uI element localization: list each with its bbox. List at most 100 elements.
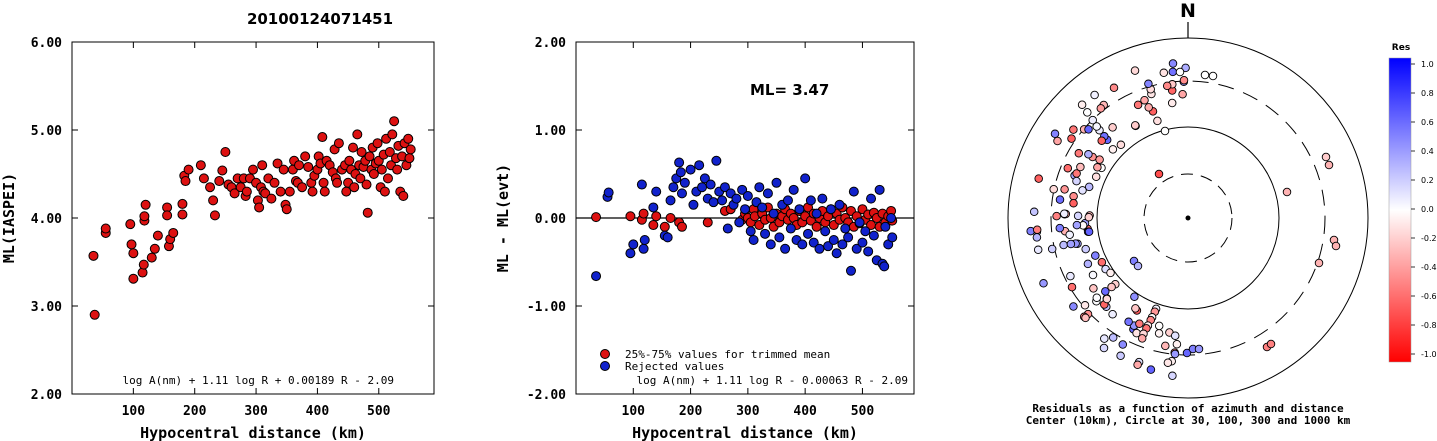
polar-station: [1106, 268, 1115, 278]
middle-point-blue: [845, 265, 856, 276]
middle-point-blue: [731, 193, 742, 204]
polar-station: [1101, 287, 1110, 296]
polar-station: [1108, 309, 1117, 319]
colorbar-tick-label: -0.4: [1421, 263, 1437, 272]
left-point-red: [387, 129, 398, 140]
polar-station: [1089, 284, 1098, 293]
middle-point-blue: [638, 243, 649, 254]
colorbar-tick-label: 0.8: [1421, 89, 1434, 98]
middle-point-red: [625, 211, 636, 222]
left-point-red: [319, 186, 330, 197]
left-panel: 2.00 3.00 4.00 5.00 6.00 100 200 300 400 500 log…: [0, 36, 435, 441]
middle-point-blue: [803, 228, 814, 239]
middle-panel: -2.00 -1.00 0.00 1.00 2.00 100 200 300 400 500 M…: [494, 36, 915, 441]
polar-station: [1109, 83, 1119, 93]
middle-point-blue: [625, 248, 636, 259]
polar-station: [1076, 162, 1085, 172]
middle-ytick-label: 0.00: [535, 212, 566, 227]
polar-station: [1107, 282, 1116, 292]
polar-station: [1093, 163, 1102, 172]
polar-station: [1168, 67, 1178, 77]
middle-point-blue: [742, 191, 753, 201]
polar-station: [1133, 100, 1143, 110]
colorbar-tick-label: -0.6: [1421, 292, 1437, 301]
polar-station: [1092, 122, 1101, 131]
middle-point-blue: [817, 193, 828, 204]
polar-station: [1052, 211, 1061, 221]
polar-station: [1073, 211, 1083, 221]
polar-station: [1097, 257, 1107, 267]
polar-station: [1084, 212, 1094, 222]
middle-point-blue: [857, 237, 868, 248]
polar-station: [1088, 270, 1098, 280]
left-xtick-label: 500: [367, 404, 391, 419]
middle-point-blue: [651, 186, 662, 197]
left-point-red: [257, 160, 268, 171]
middle-point-red: [811, 221, 822, 232]
polar-station: [1083, 259, 1093, 269]
left-point-red: [392, 164, 403, 175]
middle-point-blue: [880, 221, 891, 232]
middle-point-blue: [765, 239, 776, 250]
polar-station: [1078, 186, 1087, 195]
polar-station: [1029, 207, 1039, 217]
polar-station: [1067, 282, 1077, 292]
left-point-red: [177, 209, 188, 220]
ml-value: ML= 3.47: [750, 81, 829, 99]
middle-point-blue: [854, 217, 865, 228]
polar-station: [1175, 67, 1185, 77]
left-annotation: log A(nm) + 1.11 log R + 0.00189 R - 2.0…: [122, 374, 394, 387]
legend-blue-label: Rejected values: [625, 360, 724, 373]
middle-point-blue: [834, 199, 845, 210]
polar-station: [1154, 329, 1164, 338]
left-point-red: [333, 138, 344, 149]
middle-point-blue: [785, 223, 796, 234]
left-point-red: [384, 147, 395, 157]
polar-station: [1108, 123, 1117, 132]
middle-point-blue: [676, 188, 687, 199]
polar-station: [1050, 129, 1060, 139]
ring-1000km: [1007, 37, 1369, 399]
event-title: 20100124071451: [247, 10, 393, 28]
left-point-red: [307, 186, 318, 197]
legend-red-label: 25%-75% values for trimmed mean: [625, 348, 830, 361]
middle-xlabel: Hypocentral distance (km): [632, 424, 858, 441]
left-point-red: [361, 179, 372, 190]
left-point-red: [180, 176, 191, 187]
colorbar-tick-label: -1.0: [1421, 350, 1437, 359]
middle-xtick-label: 100: [622, 404, 646, 419]
polar-station: [1130, 66, 1140, 75]
polar-station: [1092, 293, 1102, 302]
polar-station: [1116, 140, 1126, 150]
polar-station: [1321, 152, 1331, 162]
middle-point-blue: [757, 202, 768, 213]
polar-station: [1049, 184, 1058, 194]
polar-station: [1168, 59, 1178, 68]
middle-point-blue: [685, 164, 696, 175]
polar-station: [1066, 271, 1075, 281]
middle-point-blue: [694, 160, 705, 171]
polar-station: [1200, 70, 1210, 80]
left-point-red: [368, 169, 379, 179]
middle-point-blue: [675, 167, 686, 178]
polar-station: [1072, 176, 1081, 186]
colorbar-tick-label: 1.0: [1421, 60, 1434, 69]
middle-point-blue: [603, 187, 614, 198]
polar-station: [1182, 348, 1192, 358]
left-point-red: [382, 173, 393, 184]
polar-station: [1168, 371, 1177, 381]
left-point-red: [125, 219, 136, 230]
left-point-red: [352, 129, 363, 140]
left-point-red: [198, 173, 209, 184]
polar-station: [1034, 174, 1043, 183]
polar-station: [1159, 68, 1169, 78]
left-xtick-label: 100: [122, 404, 146, 419]
polar-station: [1331, 241, 1341, 251]
middle-point-blue: [831, 248, 842, 259]
ring-30km: [1143, 173, 1233, 263]
middle-xtick-label: 200: [679, 404, 703, 419]
polar-station: [1091, 172, 1101, 182]
polar-station: [1080, 301, 1090, 310]
polar-station: [1060, 209, 1069, 218]
polar-station: [1162, 81, 1172, 91]
